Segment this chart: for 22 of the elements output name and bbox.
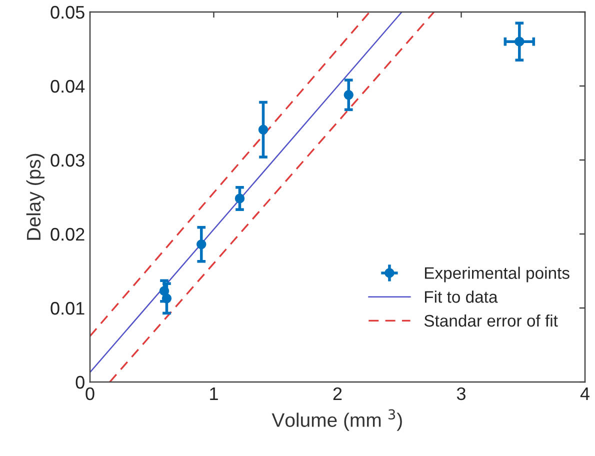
x-axis-title: Volume (mm $^{3}$) (272, 409, 402, 431)
y-tick-label: 0.05 (50, 6, 84, 19)
point (159, 286, 170, 296)
y-tick-label: 0.01 (50, 302, 84, 315)
y-axis-title: Delay (ps) (26, 154, 44, 240)
y-tick-label: 0.04 (50, 80, 85, 93)
point (344, 90, 354, 100)
y-tick-label: 0 (76, 376, 84, 389)
y-tick-label: 0.03 (50, 154, 84, 167)
x-tick-label: 3 (456, 387, 466, 400)
point (514, 36, 524, 46)
x-tick-label: 1 (210, 388, 218, 400)
x-tick-label: 4 (580, 388, 590, 400)
legend-label: Standar error of fit (424, 314, 558, 327)
point (196, 240, 206, 250)
x-tick-label: 2 (333, 387, 342, 400)
x-tick-label: 0 (86, 387, 94, 400)
legend-label: Experimental points (425, 266, 570, 282)
y-tick-label: 0.02 (50, 228, 84, 241)
point (234, 194, 245, 204)
legend-label: Fit to data (425, 290, 498, 303)
point (258, 124, 268, 135)
